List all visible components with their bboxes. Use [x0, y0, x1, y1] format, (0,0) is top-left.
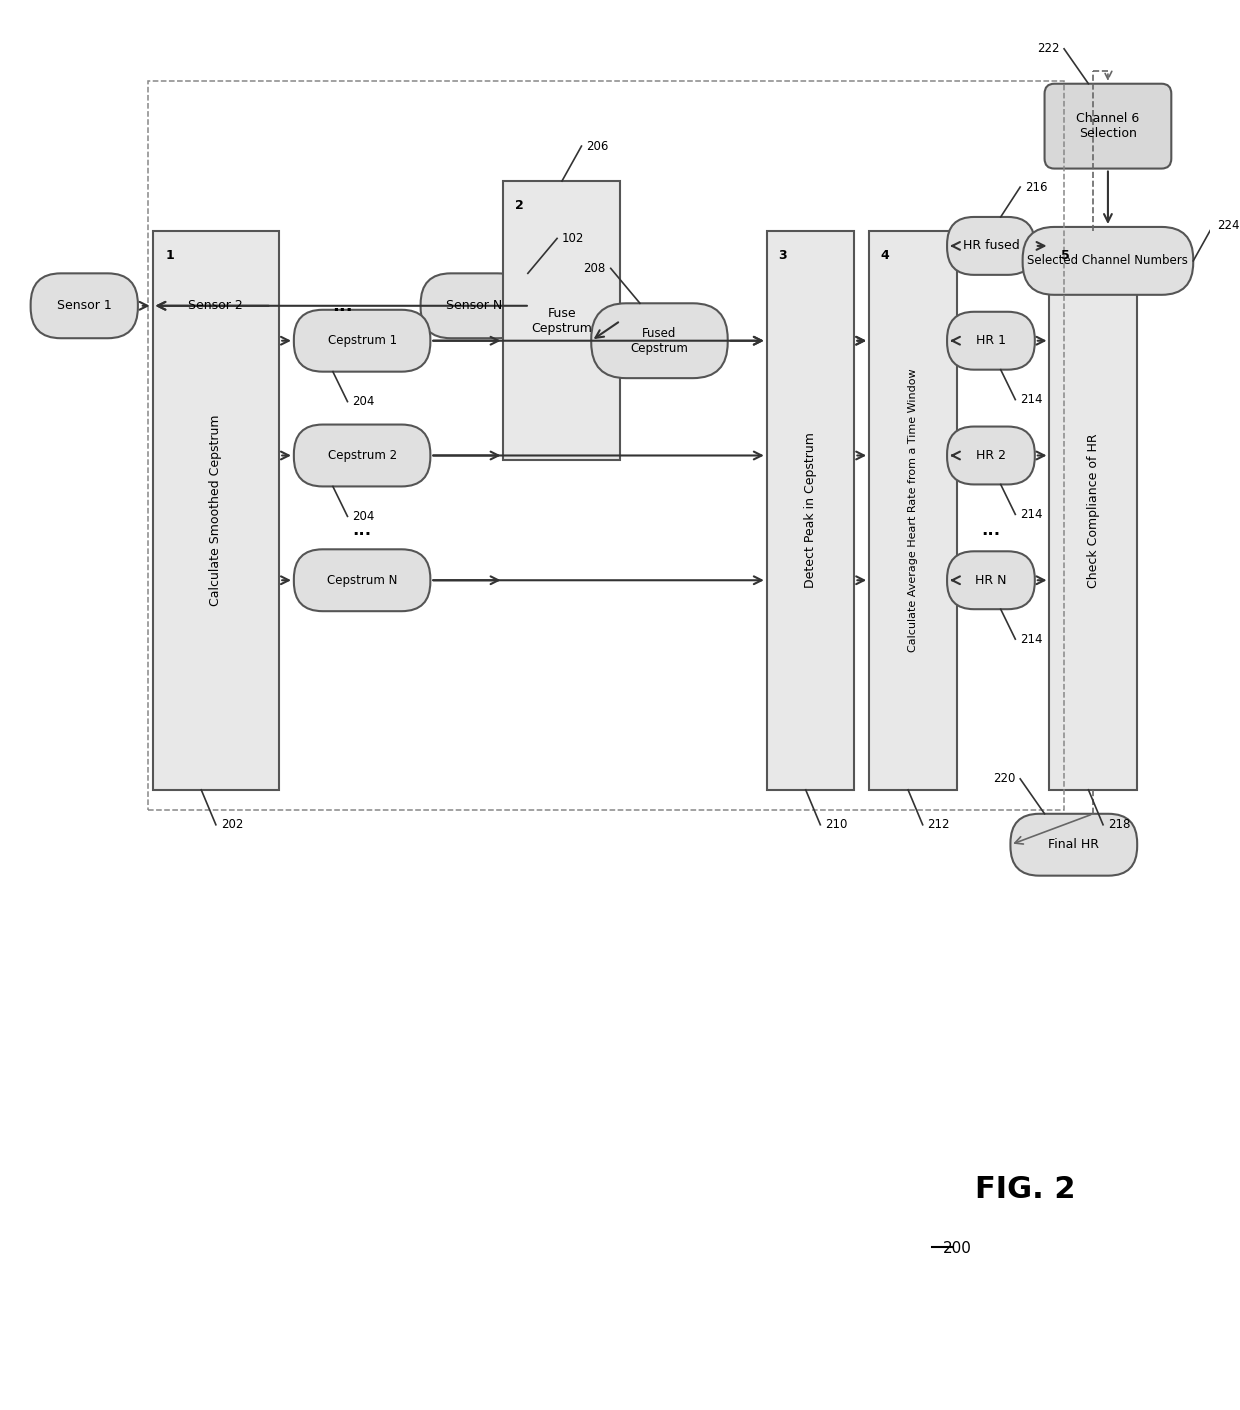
Text: 224: 224 — [1218, 220, 1240, 233]
Text: Sensor 2: Sensor 2 — [188, 299, 243, 312]
Text: Calculate Smoothed Cepstrum: Calculate Smoothed Cepstrum — [210, 415, 222, 606]
Text: Sensor 1: Sensor 1 — [57, 299, 112, 312]
Text: Fused
Cepstrum: Fused Cepstrum — [630, 327, 688, 355]
Text: ...: ... — [981, 522, 1001, 540]
Text: 216: 216 — [1025, 180, 1048, 193]
Text: 1: 1 — [165, 250, 174, 262]
Text: 3: 3 — [779, 250, 787, 262]
Text: Selected Channel Numbers: Selected Channel Numbers — [1028, 254, 1188, 268]
Text: Cepstrum N: Cepstrum N — [327, 574, 397, 587]
Text: Detect Peak in Cepstrum: Detect Peak in Cepstrum — [804, 433, 817, 588]
FancyBboxPatch shape — [294, 424, 430, 486]
Text: Sensor N: Sensor N — [446, 299, 502, 312]
FancyBboxPatch shape — [947, 427, 1035, 485]
Text: ...: ... — [352, 522, 372, 540]
Text: 4: 4 — [880, 250, 889, 262]
Text: 2: 2 — [515, 199, 525, 212]
Text: Calculate Average Heart Rate from a Time Window: Calculate Average Heart Rate from a Time… — [908, 368, 918, 653]
FancyBboxPatch shape — [294, 550, 430, 611]
Text: Fuse
Cepstrum: Fuse Cepstrum — [532, 307, 593, 334]
Text: 202: 202 — [221, 818, 243, 832]
FancyBboxPatch shape — [420, 274, 528, 338]
Text: 214: 214 — [1021, 508, 1043, 520]
Text: 212: 212 — [928, 818, 950, 832]
Text: FIG. 2: FIG. 2 — [975, 1175, 1075, 1204]
Text: Channel 6
Selection: Channel 6 Selection — [1076, 113, 1140, 140]
FancyBboxPatch shape — [31, 274, 138, 338]
Text: HR fused: HR fused — [962, 240, 1019, 252]
Bar — [1049, 231, 1137, 790]
Text: 5: 5 — [1061, 250, 1070, 262]
Text: 218: 218 — [1107, 818, 1131, 832]
Text: Final HR: Final HR — [1048, 838, 1100, 852]
Bar — [148, 82, 1064, 809]
FancyBboxPatch shape — [947, 217, 1035, 275]
Text: 214: 214 — [1021, 633, 1043, 646]
Text: 204: 204 — [352, 395, 374, 407]
Text: HR 1: HR 1 — [976, 334, 1006, 347]
FancyBboxPatch shape — [947, 551, 1035, 609]
Bar — [503, 180, 620, 461]
FancyBboxPatch shape — [1011, 814, 1137, 876]
Text: 214: 214 — [1021, 393, 1043, 406]
FancyBboxPatch shape — [1044, 83, 1172, 169]
Text: 204: 204 — [352, 510, 374, 523]
Text: Cepstrum 1: Cepstrum 1 — [327, 334, 397, 347]
Bar — [153, 231, 279, 790]
Text: 200: 200 — [942, 1241, 971, 1256]
Bar — [766, 231, 854, 790]
FancyBboxPatch shape — [294, 310, 430, 372]
Text: 208: 208 — [584, 262, 606, 275]
Text: Cepstrum 2: Cepstrum 2 — [327, 448, 397, 462]
Text: HR N: HR N — [975, 574, 1007, 587]
Text: 220: 220 — [993, 773, 1016, 785]
Text: 102: 102 — [562, 231, 584, 245]
Bar — [869, 231, 957, 790]
Text: HR 2: HR 2 — [976, 448, 1006, 462]
Text: ...: ... — [332, 296, 353, 314]
Text: 210: 210 — [825, 818, 848, 832]
Text: Check Compliance of HR: Check Compliance of HR — [1086, 433, 1100, 588]
FancyBboxPatch shape — [1023, 227, 1193, 295]
Text: 222: 222 — [1037, 42, 1059, 55]
FancyBboxPatch shape — [591, 303, 728, 378]
FancyBboxPatch shape — [162, 274, 269, 338]
FancyBboxPatch shape — [947, 312, 1035, 369]
Text: 206: 206 — [587, 140, 609, 152]
